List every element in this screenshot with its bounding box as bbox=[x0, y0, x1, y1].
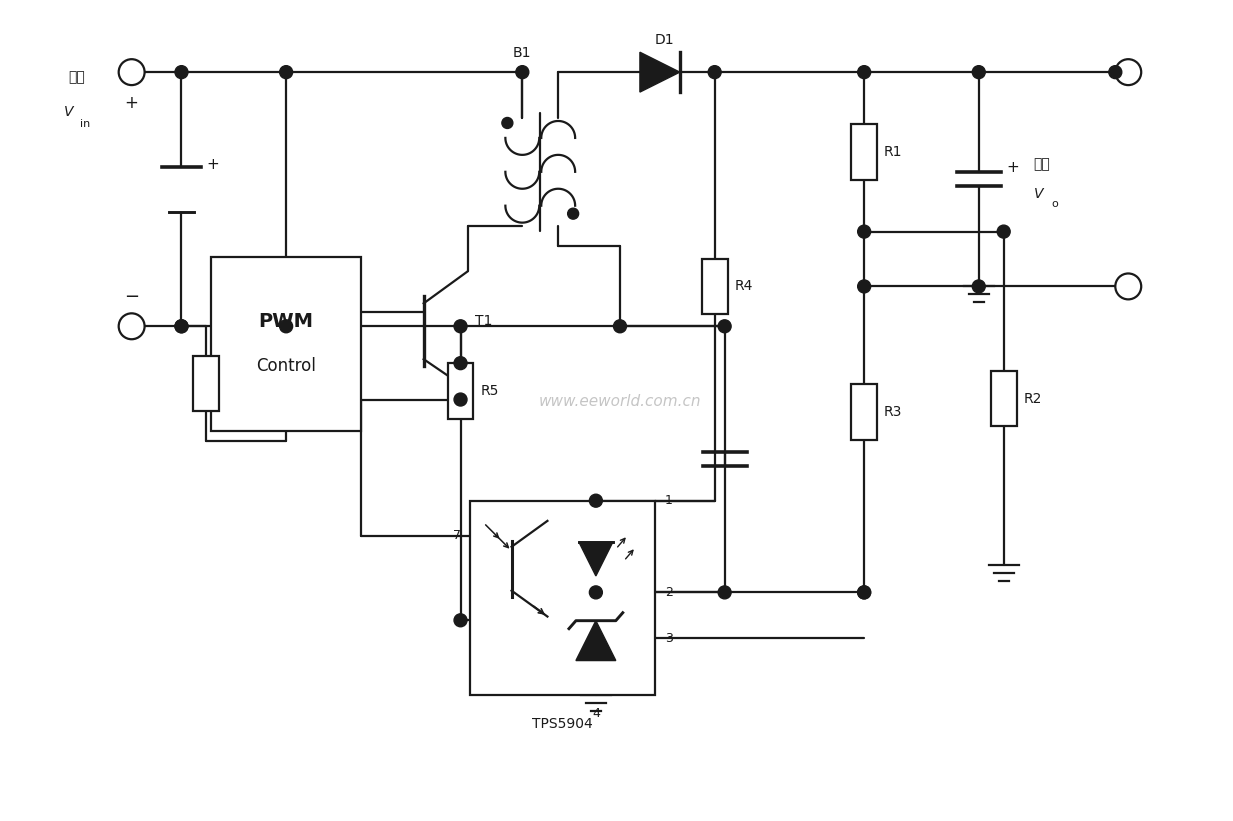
Circle shape bbox=[589, 631, 603, 644]
Circle shape bbox=[1108, 66, 1122, 79]
Bar bbox=[851, 384, 877, 440]
Text: 7: 7 bbox=[453, 529, 461, 542]
Text: V: V bbox=[64, 105, 74, 119]
Circle shape bbox=[454, 614, 467, 626]
Circle shape bbox=[454, 320, 467, 333]
Bar bbox=[851, 124, 877, 180]
Text: B1: B1 bbox=[513, 46, 531, 60]
Text: o: o bbox=[1052, 200, 1058, 209]
Circle shape bbox=[175, 66, 187, 79]
Text: 输出: 输出 bbox=[1033, 158, 1051, 172]
Text: T1: T1 bbox=[476, 314, 493, 328]
Text: R5: R5 bbox=[481, 384, 499, 398]
Circle shape bbox=[973, 66, 985, 79]
Text: 3: 3 bbox=[665, 631, 673, 644]
Circle shape bbox=[454, 356, 467, 369]
Circle shape bbox=[454, 393, 467, 406]
Polygon shape bbox=[576, 621, 615, 661]
Circle shape bbox=[567, 209, 578, 219]
Circle shape bbox=[858, 280, 870, 293]
Text: PWM: PWM bbox=[259, 312, 313, 332]
Circle shape bbox=[718, 586, 731, 599]
Circle shape bbox=[997, 225, 1010, 238]
Circle shape bbox=[589, 494, 603, 507]
Text: R2: R2 bbox=[1023, 392, 1042, 406]
Circle shape bbox=[280, 320, 292, 333]
Circle shape bbox=[614, 320, 626, 333]
Circle shape bbox=[280, 66, 292, 79]
Text: Control: Control bbox=[256, 356, 316, 374]
Text: R6: R6 bbox=[227, 377, 245, 391]
Text: R3: R3 bbox=[884, 405, 903, 419]
Text: www.eeworld.com.cn: www.eeworld.com.cn bbox=[539, 393, 702, 409]
Circle shape bbox=[708, 66, 721, 79]
Text: R4: R4 bbox=[735, 279, 753, 293]
Circle shape bbox=[858, 66, 870, 79]
Text: 1: 1 bbox=[665, 494, 673, 507]
Circle shape bbox=[175, 320, 187, 333]
Bar bbox=[471, 501, 655, 695]
Text: 输入: 输入 bbox=[69, 70, 85, 84]
Circle shape bbox=[858, 586, 870, 599]
Bar bbox=[448, 363, 473, 419]
Circle shape bbox=[858, 225, 870, 238]
Text: TPS5904: TPS5904 bbox=[533, 717, 593, 731]
Circle shape bbox=[175, 320, 187, 333]
Text: +: + bbox=[1006, 160, 1020, 175]
Bar bbox=[991, 370, 1017, 426]
Text: 4: 4 bbox=[592, 707, 599, 720]
Text: 6: 6 bbox=[453, 614, 461, 626]
Text: in: in bbox=[80, 119, 90, 129]
Circle shape bbox=[589, 586, 603, 599]
Circle shape bbox=[515, 66, 529, 79]
Bar bbox=[194, 355, 219, 411]
Text: V: V bbox=[1033, 187, 1043, 201]
Polygon shape bbox=[580, 542, 613, 576]
Text: +: + bbox=[125, 94, 138, 112]
Text: −: − bbox=[125, 288, 139, 306]
Polygon shape bbox=[640, 53, 679, 92]
Bar bbox=[702, 259, 727, 314]
Text: R1: R1 bbox=[884, 144, 903, 159]
Text: +: + bbox=[206, 158, 219, 172]
Text: D1: D1 bbox=[655, 33, 674, 48]
Circle shape bbox=[973, 280, 985, 293]
Circle shape bbox=[718, 320, 731, 333]
Circle shape bbox=[502, 117, 513, 128]
Text: 2: 2 bbox=[665, 586, 673, 599]
Circle shape bbox=[858, 586, 870, 599]
Bar bbox=[211, 256, 361, 431]
